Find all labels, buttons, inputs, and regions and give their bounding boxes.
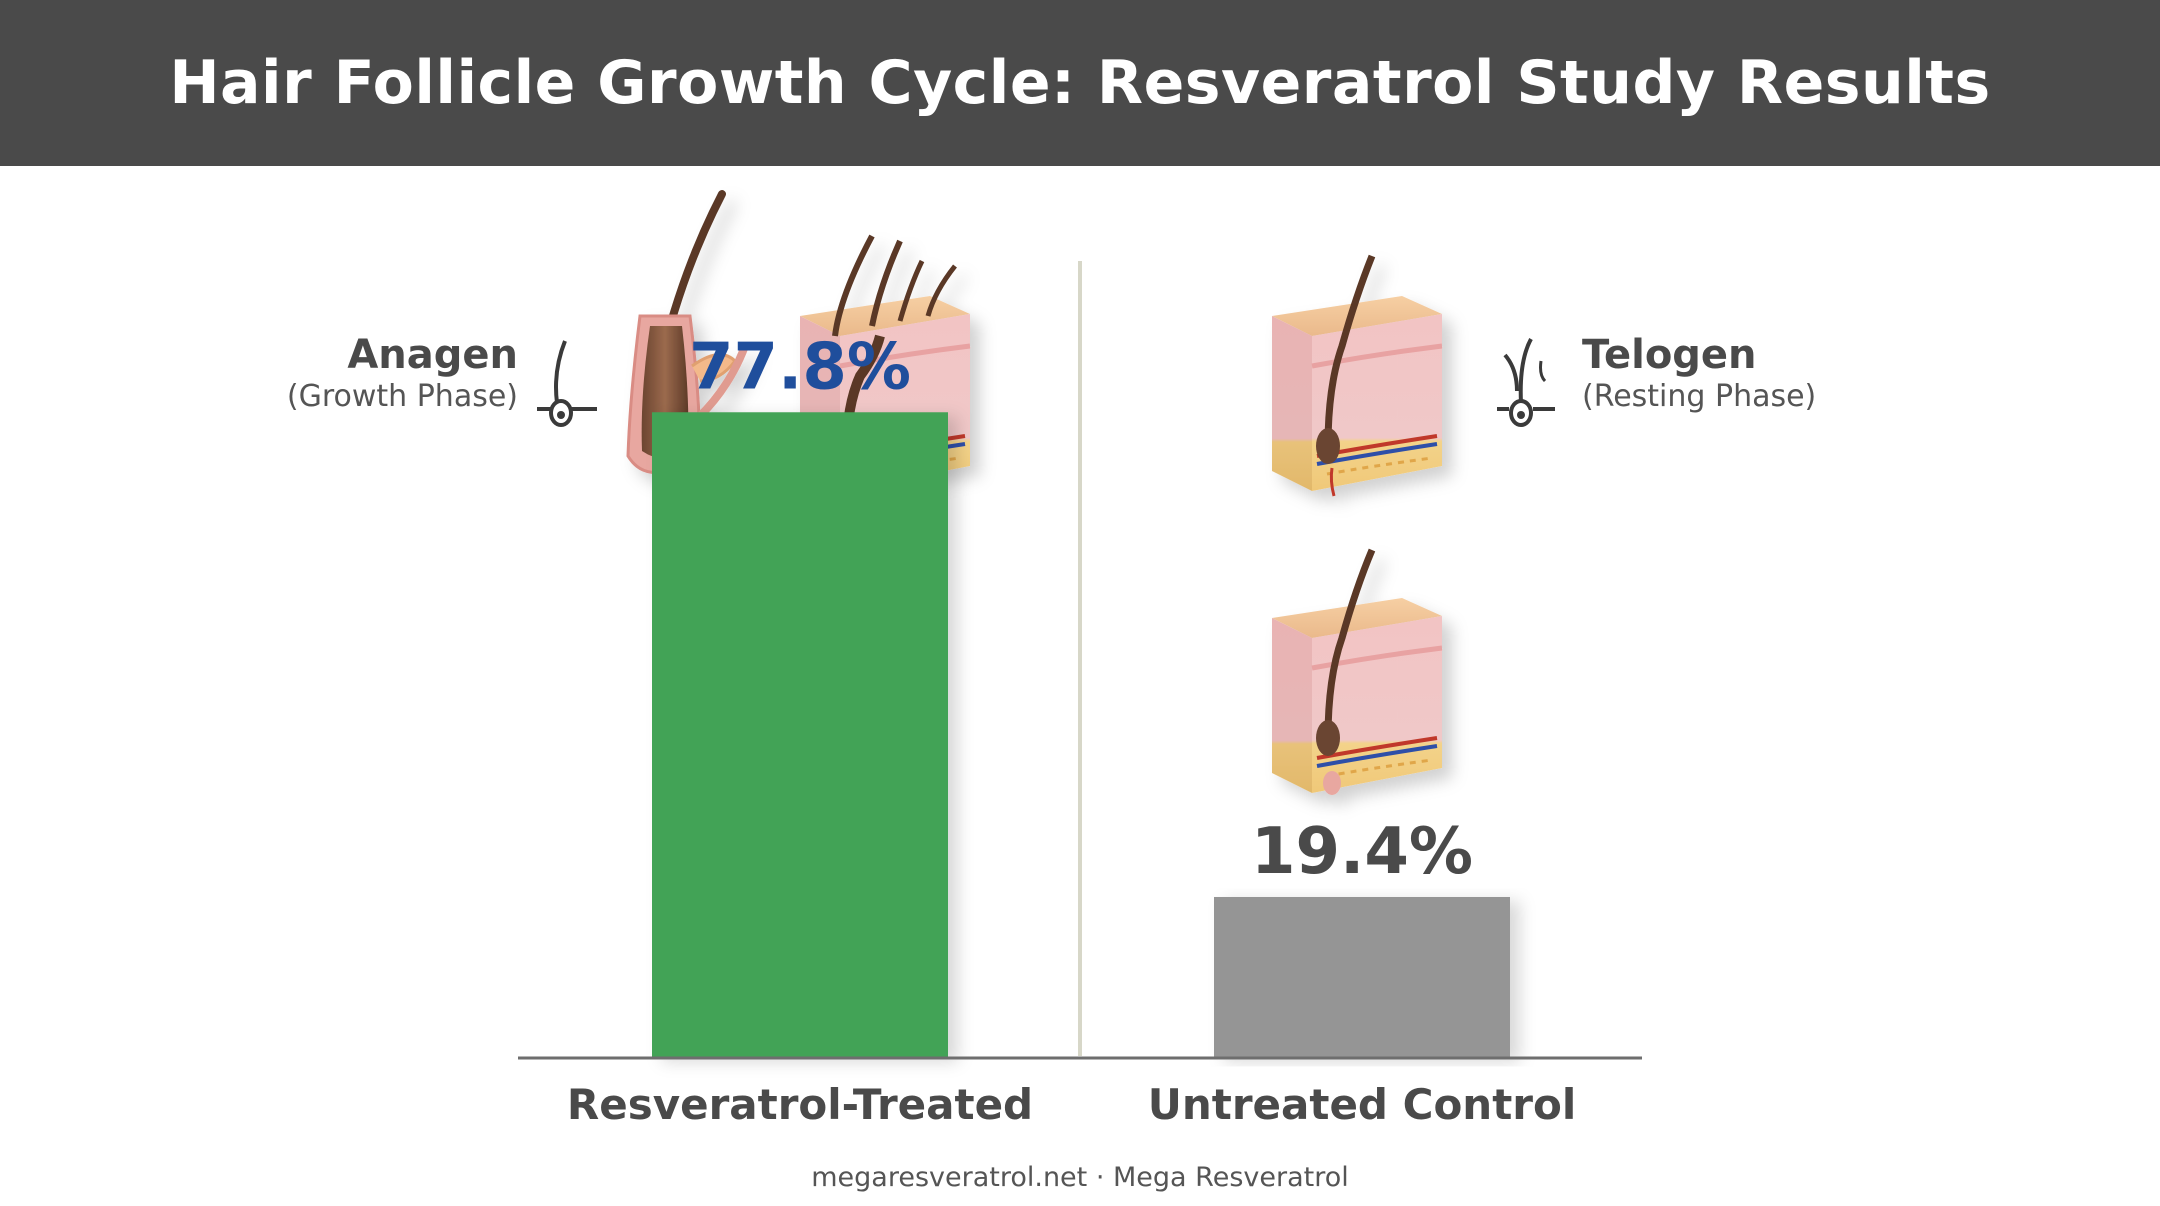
control-skin-cube-illustration-top <box>1272 254 1442 497</box>
footer-credit: megaresveratrol.net · Mega Resveratrol <box>811 1162 1349 1193</box>
anagen-legend: Anagen (Growth Phase) <box>287 332 597 427</box>
bar-resveratrol-treated <box>652 412 948 1058</box>
hair-follicle-resting-icon <box>1497 338 1555 427</box>
anagen-subtitle: (Growth Phase) <box>287 379 518 414</box>
hair-follicle-growth-icon <box>537 340 597 427</box>
telogen-subtitle: (Resting Phase) <box>1582 379 1816 414</box>
value-label-control: 19.4% <box>1251 815 1473 889</box>
category-label-treated: Resveratrol-Treated <box>567 1080 1033 1129</box>
telogen-title: Telogen <box>1582 332 1757 378</box>
telogen-legend: Telogen (Resting Phase) <box>1497 332 1816 427</box>
bar-untreated-control <box>1214 896 1510 1058</box>
value-label-treated: 77.8% <box>689 330 911 404</box>
page-title: Hair Follicle Growth Cycle: Resveratrol … <box>169 48 1991 118</box>
control-skin-cube-illustration-bottom <box>1272 548 1442 795</box>
category-label-control: Untreated Control <box>1148 1080 1577 1129</box>
header-bar: Hair Follicle Growth Cycle: Resveratrol … <box>0 0 2160 166</box>
bar-chart: Anagen (Growth Phase) <box>287 190 1816 1193</box>
anagen-title: Anagen <box>347 332 518 378</box>
